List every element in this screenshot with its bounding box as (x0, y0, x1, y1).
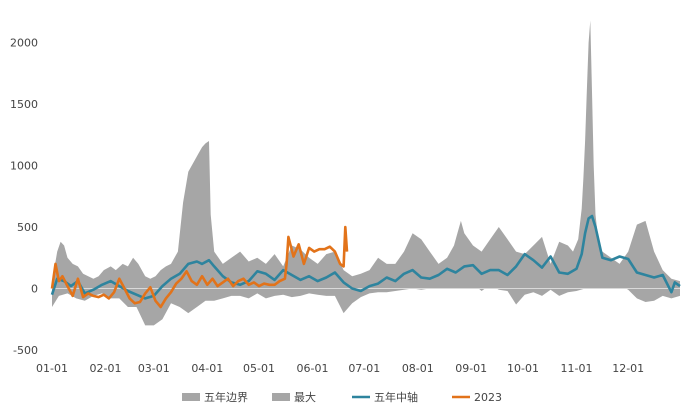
series-line-five-year-median (50, 214, 681, 300)
x-tick-label: 03-01 (138, 362, 170, 375)
legend-item-max: 最大 (272, 390, 316, 404)
legend-swatch (272, 393, 290, 401)
x-tick-label: 01-01 (36, 362, 68, 375)
legend-swatch (182, 393, 200, 401)
series-area-max (52, 20, 680, 289)
legend: 五年边界 最大 五年中轴 2023 (182, 390, 502, 404)
y-tick-label: 2000 (10, 37, 38, 50)
legend-item-year-2023: 2023 (452, 391, 502, 404)
y-tick-label: 0 (31, 283, 38, 296)
series-area-five-year-bound (52, 282, 680, 326)
y-tick-label: 1000 (10, 160, 38, 173)
legend-label: 五年边界 (204, 390, 248, 404)
x-tick-label: 05-01 (243, 362, 275, 375)
plot-area (50, 20, 681, 326)
line-layer (50, 214, 681, 309)
x-tick-label: 08-01 (402, 362, 434, 375)
y-axis: -500 0 500 1000 1500 2000 (10, 37, 38, 357)
legend-label: 2023 (474, 391, 502, 404)
x-tick-label: 04-01 (191, 362, 223, 375)
x-tick-label: 09-01 (455, 362, 487, 375)
y-tick-label: 500 (17, 221, 38, 234)
legend-item-five-year-bound: 五年边界 (182, 390, 248, 404)
x-tick-label: 07-01 (348, 362, 380, 375)
max-layer (52, 20, 680, 289)
series-line-year-2023 (50, 225, 349, 309)
legend-item-five-year-median: 五年中轴 (352, 390, 418, 404)
x-tick-label: 02-01 (90, 362, 122, 375)
legend-label: 五年中轴 (374, 390, 418, 404)
x-tick-label: 10-01 (507, 362, 539, 375)
y-tick-label: 1500 (10, 98, 38, 111)
x-tick-label: 12-01 (612, 362, 644, 375)
x-tick-label: 06-01 (297, 362, 329, 375)
five-year-bound-layer (52, 282, 680, 326)
x-tick-label: 11-01 (561, 362, 593, 375)
x-axis: 01-01 02-01 03-01 04-01 05-01 06-01 07-01 08-01… (36, 362, 644, 375)
y-tick-label: -500 (13, 344, 38, 357)
legend-label: 最大 (294, 390, 316, 404)
